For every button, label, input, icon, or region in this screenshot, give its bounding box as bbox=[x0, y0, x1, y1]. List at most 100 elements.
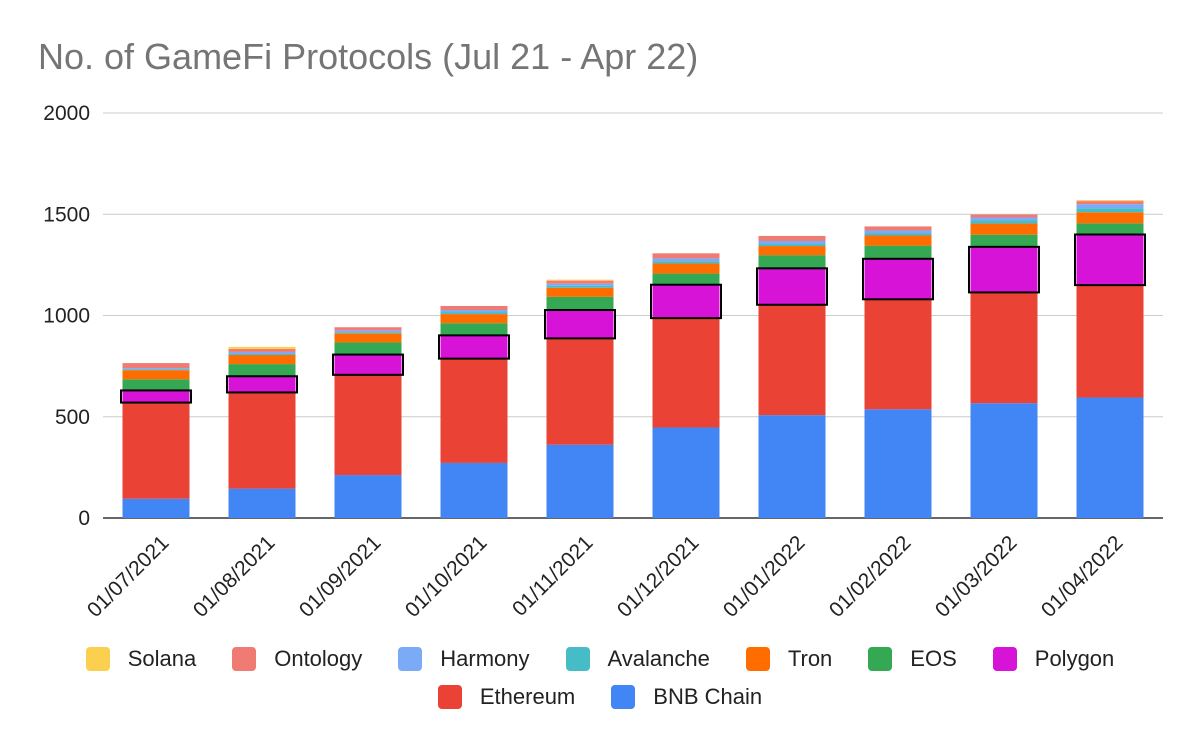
bar-segment-harmony bbox=[652, 258, 720, 262]
bar-segment-bnb-chain bbox=[228, 488, 296, 518]
bar-segment-tron bbox=[652, 263, 720, 274]
bar-segment-bnb-chain bbox=[970, 403, 1038, 518]
bar-segment-bnb-chain bbox=[334, 475, 402, 518]
bar-segment-harmony bbox=[758, 240, 826, 245]
legend-swatch bbox=[565, 647, 590, 671]
legend-label: BNB Chain bbox=[653, 684, 763, 709]
highlight-box bbox=[968, 245, 1040, 294]
bar-segment-bnb-chain bbox=[440, 462, 508, 518]
legend-swatch bbox=[992, 647, 1017, 671]
x-tick-label: 01/02/2022 bbox=[825, 531, 916, 622]
bar-segment-ethereum bbox=[970, 292, 1038, 404]
bar-segment-ethereum bbox=[440, 358, 508, 463]
bar-segment-ontology bbox=[228, 348, 296, 352]
y-tick-label: 0 bbox=[78, 507, 90, 530]
legend-item-harmony: Harmony bbox=[398, 646, 530, 672]
bar-segment-polygon bbox=[228, 376, 296, 393]
bar-segment-ethereum bbox=[334, 374, 402, 476]
y-tick-label: 500 bbox=[55, 406, 90, 429]
bar-segment-tron bbox=[546, 287, 614, 297]
highlight-box bbox=[1074, 233, 1146, 287]
x-tick-label: 01/04/2022 bbox=[1037, 531, 1128, 622]
legend-swatch bbox=[868, 647, 893, 671]
highlight-box bbox=[862, 257, 934, 301]
bar-segment-harmony bbox=[334, 330, 402, 333]
highlight-box bbox=[438, 334, 510, 360]
bar-segment-solana bbox=[228, 346, 296, 349]
chart-title: No. of GameFi Protocols (Jul 21 - Apr 22… bbox=[38, 36, 699, 77]
bar-segment-tron bbox=[122, 370, 190, 380]
bar-segment-ethereum bbox=[228, 392, 296, 489]
bar-segment-tron bbox=[970, 223, 1038, 235]
bar-segment-eos bbox=[1076, 223, 1144, 235]
legend-item-ethereum: Ethereum bbox=[437, 684, 575, 710]
highlight-box bbox=[332, 353, 404, 376]
legend-label: Tron bbox=[787, 646, 833, 671]
legend-item-ontology: Ontology bbox=[232, 646, 362, 672]
legend-item-avalanche: Avalanche bbox=[565, 646, 710, 672]
x-tick-label: 01/08/2021 bbox=[189, 531, 280, 622]
bar-segment-polygon bbox=[122, 390, 190, 403]
bar-segment-polygon bbox=[864, 258, 932, 300]
bar-segment-solana bbox=[1076, 200, 1144, 202]
bar-segment-harmony bbox=[864, 230, 932, 234]
bar-segment-bnb-chain bbox=[1076, 397, 1144, 518]
bar-segment-ethereum bbox=[652, 318, 720, 428]
x-tick-label: 01/03/2022 bbox=[931, 531, 1022, 622]
legend-label: Polygon bbox=[1034, 646, 1115, 671]
bar-segment-ontology bbox=[864, 226, 932, 231]
bar-segment-bnb-chain bbox=[546, 444, 614, 518]
bar-segment-harmony bbox=[440, 310, 508, 313]
bar-segment-ontology bbox=[546, 280, 614, 284]
legend-label: Ontology bbox=[274, 646, 363, 671]
bar-segment-polygon bbox=[1076, 234, 1144, 286]
bar-segment-ethereum bbox=[122, 402, 190, 499]
x-tick-label: 01/11/2021 bbox=[508, 531, 597, 620]
bar-segment-harmony bbox=[970, 217, 1038, 221]
y-axis-tick-labels: 0 500 1000 1500 2000 bbox=[43, 102, 90, 530]
y-tick-label: 1000 bbox=[43, 305, 90, 328]
bar-segment-eos bbox=[758, 255, 826, 269]
bar-segment-harmony bbox=[228, 351, 296, 354]
bar-segment-eos bbox=[546, 296, 614, 311]
x-tick-label: 01/12/2021 bbox=[613, 531, 704, 622]
bar-segment-polygon bbox=[970, 246, 1038, 293]
bar-segment-ethereum bbox=[758, 304, 826, 416]
bar-segment-solana bbox=[546, 279, 614, 281]
bar-segment-ethereum bbox=[864, 299, 932, 410]
bar-segment-eos bbox=[122, 379, 190, 391]
bar-segment-polygon bbox=[334, 354, 402, 375]
legend-swatch bbox=[745, 647, 770, 671]
bar-segment-eos bbox=[652, 273, 720, 285]
x-axis-tick-labels: 01/07/2021 01/08/2021 01/09/2021 01/10/2021… bbox=[83, 531, 1128, 622]
bar-segment-avalanche bbox=[1076, 208, 1144, 213]
legend-label: Solana bbox=[127, 646, 197, 671]
bar-segment-polygon bbox=[546, 310, 614, 339]
y-tick-label: 2000 bbox=[43, 102, 90, 125]
bar-segment-ontology bbox=[758, 235, 826, 241]
legend-item-tron: Tron bbox=[745, 646, 833, 672]
bar-segment-avalanche bbox=[122, 369, 190, 371]
bar-segment-ontology bbox=[1076, 201, 1144, 205]
legend-row: Ethereum BNB Chain bbox=[0, 678, 1200, 716]
legend-swatch bbox=[611, 685, 636, 709]
bar-segment-avalanche bbox=[758, 244, 826, 247]
bar-segment-eos bbox=[228, 364, 296, 377]
legend-item-bnb-chain: BNB Chain bbox=[611, 684, 762, 710]
x-tick-label: 01/01/2022 bbox=[719, 531, 810, 622]
bar-segment-avalanche bbox=[228, 353, 296, 355]
highlight-box bbox=[756, 267, 828, 306]
highlight-box bbox=[650, 283, 722, 320]
bar-segment-polygon bbox=[440, 335, 508, 359]
bar-segment-tron bbox=[440, 314, 508, 324]
x-tick-label: 01/10/2021 bbox=[401, 531, 492, 622]
highlight-box bbox=[544, 309, 616, 340]
bar-segment-tron bbox=[334, 333, 402, 343]
bar-segment-ontology bbox=[440, 305, 508, 311]
bar-segment-ontology bbox=[122, 363, 190, 369]
bar-segment-ontology bbox=[652, 253, 720, 259]
legend-label: EOS bbox=[910, 646, 957, 671]
legend-row: Solana Ontology Harmony Avalanche Tron EOS Pol… bbox=[0, 640, 1200, 678]
highlight-box bbox=[226, 375, 298, 394]
